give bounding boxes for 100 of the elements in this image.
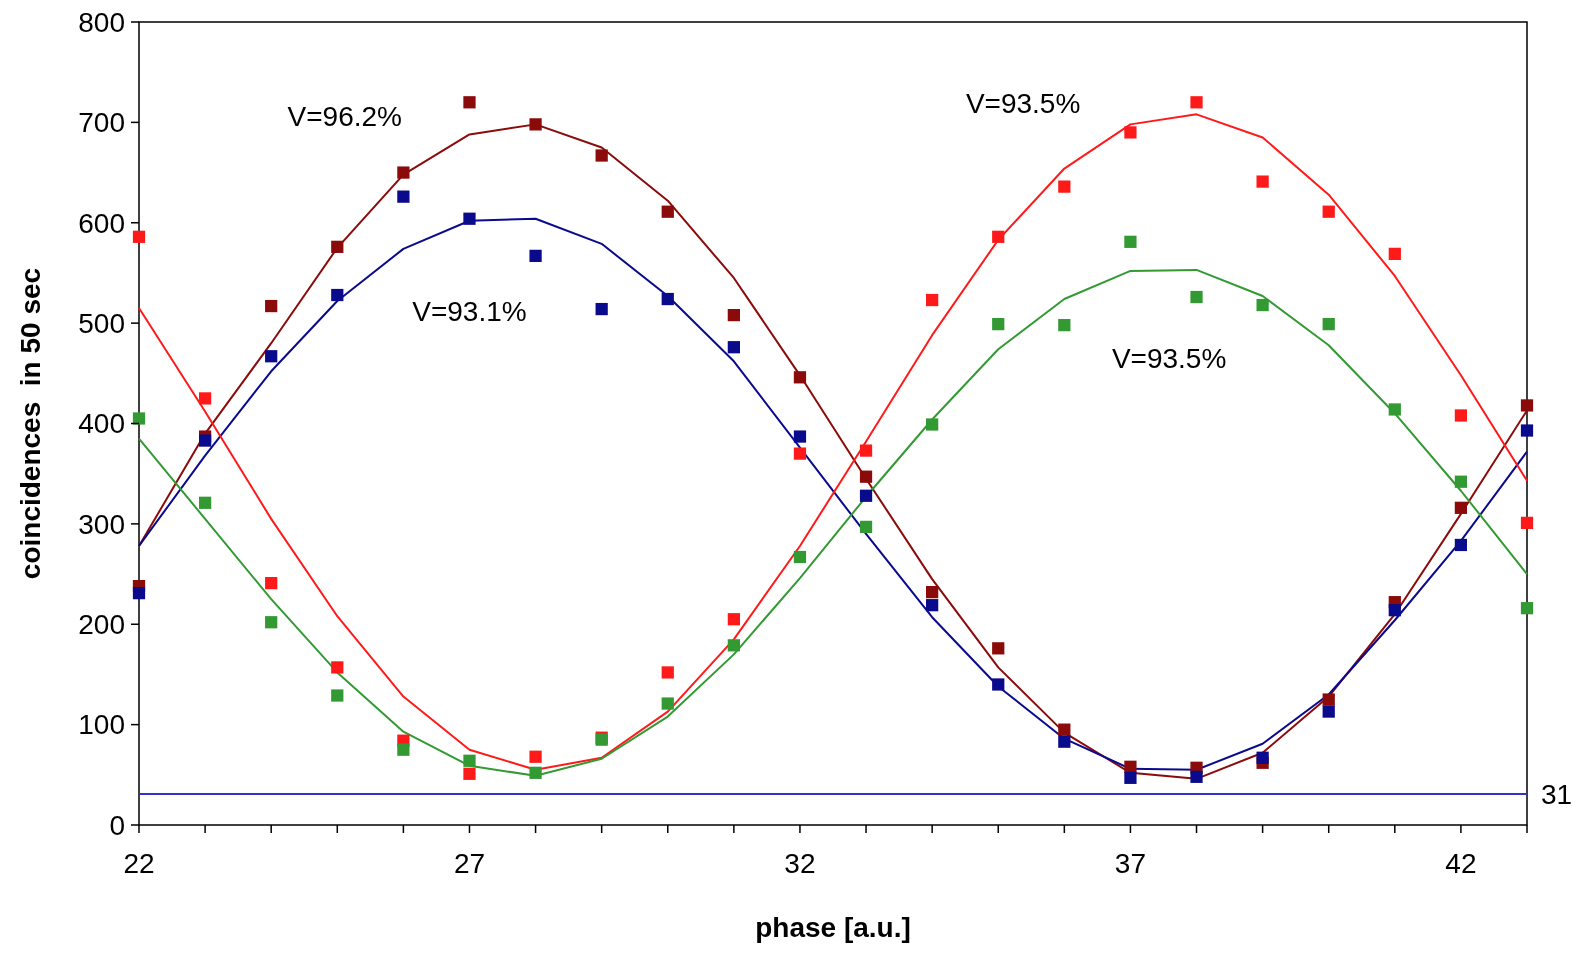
point — [132, 412, 146, 425]
point — [331, 288, 344, 302]
x-tick-label: 32 — [784, 848, 816, 879]
x-tick-label: 37 — [1114, 848, 1147, 879]
point — [397, 166, 410, 179]
point — [331, 240, 344, 253]
point — [859, 489, 873, 502]
point — [1124, 760, 1137, 773]
point — [1190, 290, 1203, 304]
point — [1058, 319, 1071, 332]
point — [661, 205, 674, 218]
y-tick-label: 100 — [78, 709, 125, 741]
point — [1388, 247, 1401, 260]
point — [1388, 604, 1401, 617]
point — [265, 350, 278, 363]
point — [1520, 424, 1534, 437]
annotation: V=96.2% — [287, 101, 402, 133]
point — [992, 318, 1005, 331]
point — [132, 587, 146, 600]
point — [727, 308, 740, 322]
point — [1124, 126, 1137, 139]
point — [926, 418, 939, 431]
annotation: V=93.1% — [412, 296, 527, 328]
point — [859, 470, 873, 483]
point — [727, 613, 740, 626]
point — [265, 616, 278, 629]
point — [331, 689, 344, 702]
y-tick-label: 600 — [78, 207, 125, 239]
y-tick-label: 700 — [78, 107, 125, 139]
point — [1454, 501, 1468, 514]
point — [926, 293, 939, 307]
point — [463, 754, 476, 767]
point — [132, 230, 146, 243]
point — [1388, 403, 1401, 416]
point — [793, 447, 807, 460]
point — [265, 576, 278, 590]
point — [793, 371, 807, 384]
x-tick-label: 27 — [453, 848, 486, 879]
point — [1058, 723, 1071, 736]
point — [1124, 771, 1137, 784]
point — [397, 743, 410, 756]
point — [1190, 770, 1203, 783]
point — [926, 586, 939, 599]
y-axis-title: coincidences in 50 sec — [15, 267, 46, 580]
point — [331, 661, 344, 674]
point — [198, 392, 212, 405]
point — [529, 750, 542, 763]
point — [793, 430, 807, 443]
point — [1454, 538, 1468, 552]
annotation: V=93.5% — [965, 88, 1081, 120]
point — [1124, 235, 1137, 248]
point — [1520, 516, 1534, 529]
y-tick-label: 500 — [78, 307, 125, 339]
point — [397, 190, 410, 203]
point — [1256, 175, 1269, 188]
point — [529, 249, 542, 262]
ref-line-label: 31 — [1541, 778, 1573, 810]
point — [992, 678, 1005, 691]
y-tick-label: 800 — [78, 6, 125, 38]
point — [1322, 205, 1335, 218]
x-axis-title: phase [a.u.] — [755, 912, 911, 943]
x-tick-label: 42 — [1445, 848, 1477, 879]
point — [463, 767, 476, 780]
point — [1454, 475, 1468, 488]
point — [1058, 180, 1071, 193]
point — [859, 520, 873, 534]
point — [661, 292, 674, 306]
y-tick-label: 400 — [78, 408, 125, 440]
point — [1322, 693, 1335, 706]
y-tick-label: 300 — [78, 508, 125, 540]
point — [1454, 409, 1468, 422]
point — [595, 302, 608, 316]
point — [198, 496, 212, 509]
point — [1256, 751, 1269, 764]
y-tick-label: 0 — [109, 809, 125, 841]
point — [529, 118, 542, 131]
point — [992, 642, 1005, 655]
point — [661, 697, 674, 710]
point — [463, 212, 476, 225]
point — [727, 639, 740, 652]
point — [529, 766, 542, 779]
y-tick-label: 200 — [78, 609, 125, 641]
point — [1322, 705, 1335, 718]
point — [793, 550, 807, 564]
annotation: V=93.5% — [1111, 342, 1227, 374]
point — [859, 444, 873, 457]
point — [926, 599, 939, 612]
point — [198, 434, 212, 447]
point — [1058, 735, 1071, 748]
point — [1256, 298, 1269, 312]
point — [727, 341, 740, 354]
point — [661, 666, 674, 679]
point — [1190, 96, 1203, 109]
point — [1520, 399, 1534, 412]
point — [595, 149, 608, 162]
point — [265, 299, 278, 313]
point — [463, 96, 476, 109]
x-tick-label: 22 — [123, 848, 155, 879]
point — [1520, 602, 1534, 615]
point — [1322, 318, 1335, 331]
